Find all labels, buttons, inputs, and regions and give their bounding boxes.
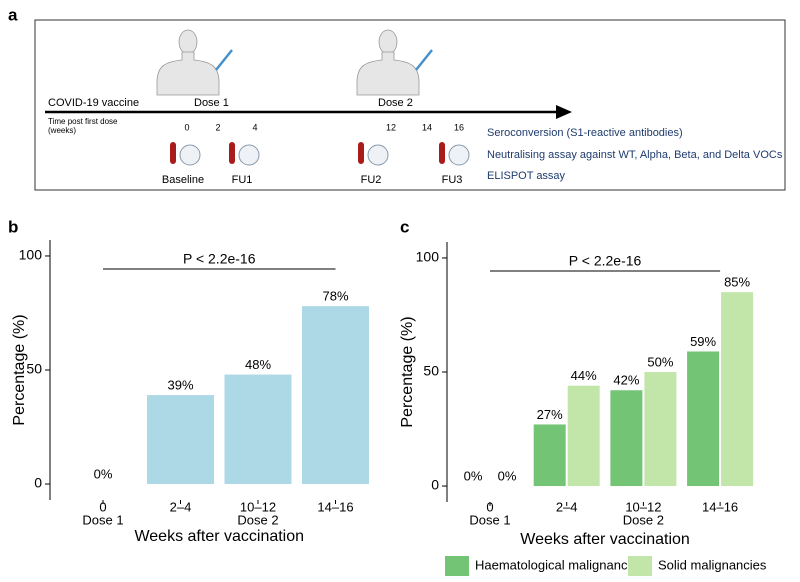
timeline-tick: 4 <box>252 122 257 132</box>
assay: Seroconversion (S1-reactive antibodies) <box>487 127 683 139</box>
x-tick-label: 2–4 <box>170 499 192 514</box>
panel-label: a <box>8 5 18 24</box>
person-icon <box>356 29 420 96</box>
x-tick-label: 14–16 <box>702 499 738 514</box>
x-tick-sublabel: Dose 1 <box>82 512 123 527</box>
value-label: 39% <box>167 378 193 393</box>
bar <box>224 374 292 485</box>
bar <box>610 390 643 487</box>
assay: ELISPOT assay <box>487 170 566 182</box>
value-label: 42% <box>613 373 639 388</box>
y-axis-title: Percentage (%) <box>11 314 28 425</box>
y-axis-title: Percentage (%) <box>399 316 416 427</box>
assay-dish <box>367 144 389 166</box>
bar <box>302 306 369 485</box>
x-tick-label: 0 <box>99 499 106 514</box>
x-tick-label: 10–12 <box>625 499 661 514</box>
syringe <box>415 49 433 71</box>
visit-label: FU1 <box>232 174 253 186</box>
blood-tube <box>358 142 364 164</box>
value-label: 27% <box>537 407 563 422</box>
timeline-label: (weeks) <box>48 126 76 135</box>
blood-tube <box>170 142 176 164</box>
visit-label: FU2 <box>361 174 382 186</box>
x-tick-label: 14–16 <box>317 499 353 514</box>
blood-tube <box>439 142 445 164</box>
x-tick-label: 0 <box>486 499 493 514</box>
value-label: 0% <box>464 468 483 483</box>
y-tick-label: 0 <box>431 477 439 493</box>
value-label: 59% <box>690 334 716 349</box>
y-tick-label: 50 <box>423 363 439 379</box>
bar <box>567 385 600 487</box>
x-axis-title: Weeks after vaccination <box>134 528 304 545</box>
value-label: 85% <box>724 275 750 290</box>
timeline-tick: 0 <box>184 122 189 132</box>
panel-frame <box>34 19 786 191</box>
panel-label: b <box>8 217 18 236</box>
y-tick-label: 100 <box>19 247 43 263</box>
syringe <box>215 49 233 71</box>
x-tick-label: 10–12 <box>240 499 276 514</box>
timeline-arrow <box>556 105 572 119</box>
dose-label: Dose 2 <box>378 97 413 109</box>
bar <box>147 395 214 485</box>
assay-dish <box>238 144 260 166</box>
legend-label: Solid malignancies <box>658 557 767 572</box>
x-tick-sublabel: Dose 2 <box>237 512 278 527</box>
y-tick-label: 100 <box>416 249 440 265</box>
legend-label: Haematological malignancies <box>475 557 645 572</box>
timeline-tick: 12 <box>386 122 396 132</box>
legend-swatch <box>628 556 652 576</box>
bar <box>721 292 754 487</box>
visit-label: Baseline <box>162 174 204 186</box>
timeline-tick: 2 <box>215 122 220 132</box>
person-icon <box>156 29 220 96</box>
value-label: 44% <box>571 368 597 383</box>
dose-label: Dose 1 <box>194 97 229 109</box>
panel-label: c <box>400 217 409 236</box>
value-label: 78% <box>322 289 348 304</box>
x-tick-sublabel: Dose 2 <box>623 512 664 527</box>
assay-dish <box>179 144 201 166</box>
timeline-label: Time post first dose <box>48 117 118 126</box>
legend-swatch <box>445 556 469 576</box>
value-label: 48% <box>245 357 271 372</box>
timeline-tick: 14 <box>422 122 432 132</box>
x-tick-label: 2–4 <box>556 499 578 514</box>
vaccine-label: COVID-19 vaccine <box>48 97 139 109</box>
blood-tube <box>229 142 235 164</box>
value-label: 0% <box>94 466 113 481</box>
x-tick-sublabel: Dose 1 <box>469 512 510 527</box>
assay: Neutralising assay against WT, Alpha, Be… <box>487 149 783 161</box>
y-tick-label: 50 <box>26 361 42 377</box>
assay-dish <box>448 144 470 166</box>
significance-label: P < 2.2e-16 <box>183 251 256 267</box>
bar <box>687 351 720 487</box>
bar <box>533 424 566 487</box>
value-label: 0% <box>498 468 517 483</box>
value-label: 50% <box>647 354 673 369</box>
visit-label: FU3 <box>442 174 463 186</box>
timeline-tick: 16 <box>454 122 464 132</box>
x-axis-title: Weeks after vaccination <box>520 531 690 548</box>
y-tick-label: 0 <box>34 475 42 491</box>
significance-label: P < 2.2e-16 <box>569 253 642 269</box>
bar <box>644 372 677 487</box>
